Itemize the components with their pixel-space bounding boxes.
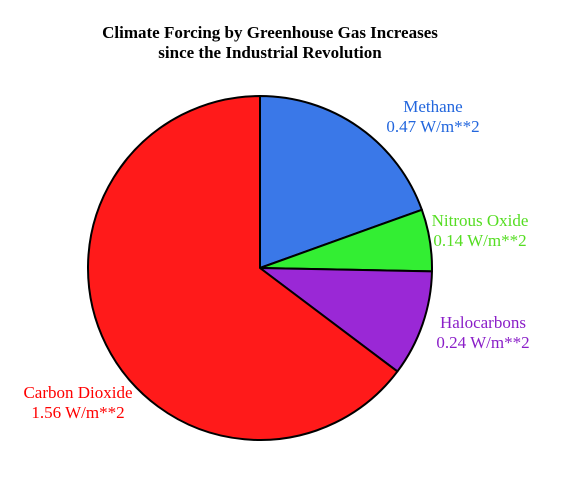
slice-value-methane: 0.47 W/m**2	[386, 117, 479, 136]
slice-value-halocarbons: 0.24 W/m**2	[436, 333, 529, 352]
slice-label-carbon-dioxide: Carbon Dioxide	[23, 383, 132, 402]
pie-slices	[88, 96, 432, 440]
chart-title-line-1: Climate Forcing by Greenhouse Gas Increa…	[102, 23, 438, 42]
slice-label-nitrous-oxide: Nitrous Oxide	[432, 211, 529, 230]
slice-label-methane: Methane	[403, 97, 462, 116]
slice-value-nitrous-oxide: 0.14 W/m**2	[433, 231, 526, 250]
chart-title-line-2: since the Industrial Revolution	[158, 43, 382, 62]
slice-value-carbon-dioxide: 1.56 W/m**2	[31, 403, 124, 422]
slice-label-halocarbons: Halocarbons	[440, 313, 526, 332]
